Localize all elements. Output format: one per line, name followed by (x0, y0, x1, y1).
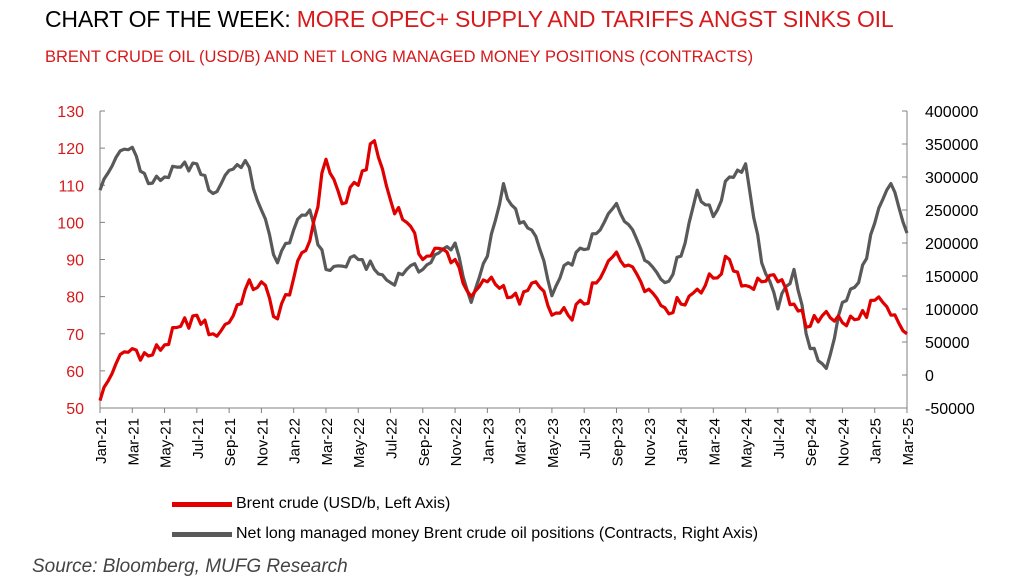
x-axis-tick-label: Mar-23 (513, 418, 530, 466)
x-axis-tick-label: Jan-23 (480, 418, 497, 464)
x-axis-tick-label: Sep-21 (222, 418, 239, 466)
legend-swatch-positions (172, 531, 232, 537)
left-axis-tick-label: 110 (58, 178, 84, 195)
x-axis-tick-label: Jan-25 (868, 418, 885, 464)
x-axis-tick-label: Jul-23 (577, 418, 594, 459)
right-axis-tick-label: 350000 (925, 137, 978, 154)
x-axis-tick-label: Nov-24 (835, 418, 852, 466)
right-axis-tick-label: 400000 (925, 104, 978, 121)
x-axis-tick-label: Jan-22 (287, 418, 304, 464)
left-axis-tick-label: 120 (57, 141, 84, 158)
right-axis-tick-label: 200000 (925, 236, 978, 253)
left-axis-tick-label: 70 (66, 327, 84, 344)
right-axis-tick-label: 150000 (925, 269, 978, 286)
x-axis-tick-label: Mar-22 (319, 418, 336, 466)
series-line-positions (98, 145, 909, 370)
right-axis-tick-label: 0 (925, 368, 934, 385)
legend-label-brent: Brent crude (USD/b, Left Axis) (236, 495, 451, 512)
x-axis-tick-label: Jul-21 (190, 418, 207, 459)
left-axis-tick-label: 100 (57, 215, 84, 232)
right-axis-tick-label: 300000 (925, 170, 978, 187)
x-axis-tick-label: May-22 (351, 418, 368, 468)
x-axis-tick-label: Nov-23 (642, 418, 659, 466)
legend-swatch-brent (172, 501, 232, 507)
x-axis-tick-label: May-21 (158, 418, 175, 468)
x-axis-tick-label: Mar-24 (706, 418, 723, 466)
x-axis-tick-label: May-23 (545, 418, 562, 468)
x-axis-tick-label: Jan-21 (93, 418, 110, 464)
x-axis-tick-label: Sep-24 (803, 418, 820, 466)
left-axis-tick-label: 90 (66, 253, 84, 270)
x-axis-tick-label: Nov-21 (254, 418, 271, 466)
legend-label-positions: Net long managed money Brent crude oil p… (236, 525, 759, 542)
x-axis-tick-label: May-24 (739, 418, 756, 468)
legend-item-positions: Net long managed money Brent crude oil p… (172, 525, 758, 543)
x-axis-tick-label: Jan-24 (674, 418, 691, 464)
right-axis-tick-label: 250000 (925, 203, 978, 220)
left-axis-tick-label: 50 (66, 401, 84, 418)
left-axis-tick-label: 80 (66, 290, 84, 307)
x-axis-tick-label: Mar-25 (900, 418, 917, 466)
x-axis-tick-label: Jul-24 (771, 418, 788, 459)
x-axis-tick-label: Sep-22 (416, 418, 433, 466)
right-axis-tick-label: 50000 (925, 335, 970, 352)
chart-subtitle: BRENT CRUDE OIL (USD/B) AND NET LONG MAN… (45, 48, 754, 66)
series-line-brent (98, 139, 908, 402)
source-note: Source: Bloomberg, MUFG Research (32, 556, 348, 577)
x-axis-tick-label: Mar-21 (125, 418, 142, 466)
right-axis-tick-label: -50000 (925, 401, 975, 418)
left-axis-tick-label: 60 (66, 364, 84, 381)
legend-item-brent: Brent crude (USD/b, Left Axis) (172, 495, 450, 513)
right-axis-tick-label: 100000 (925, 302, 978, 319)
chart-title-prefix: CHART OF THE WEEK: (45, 6, 297, 32)
x-axis-tick-label: Jul-22 (384, 418, 401, 459)
x-axis-tick-label: Nov-22 (448, 418, 465, 466)
x-axis-tick-label: Sep-23 (609, 418, 626, 466)
left-axis-tick-label: 130 (57, 104, 84, 121)
chart-title: CHART OF THE WEEK: MORE OPEC+ SUPPLY AND… (45, 6, 894, 33)
chart-title-main: MORE OPEC+ SUPPLY AND TARIFFS ANGST SINK… (296, 6, 894, 32)
